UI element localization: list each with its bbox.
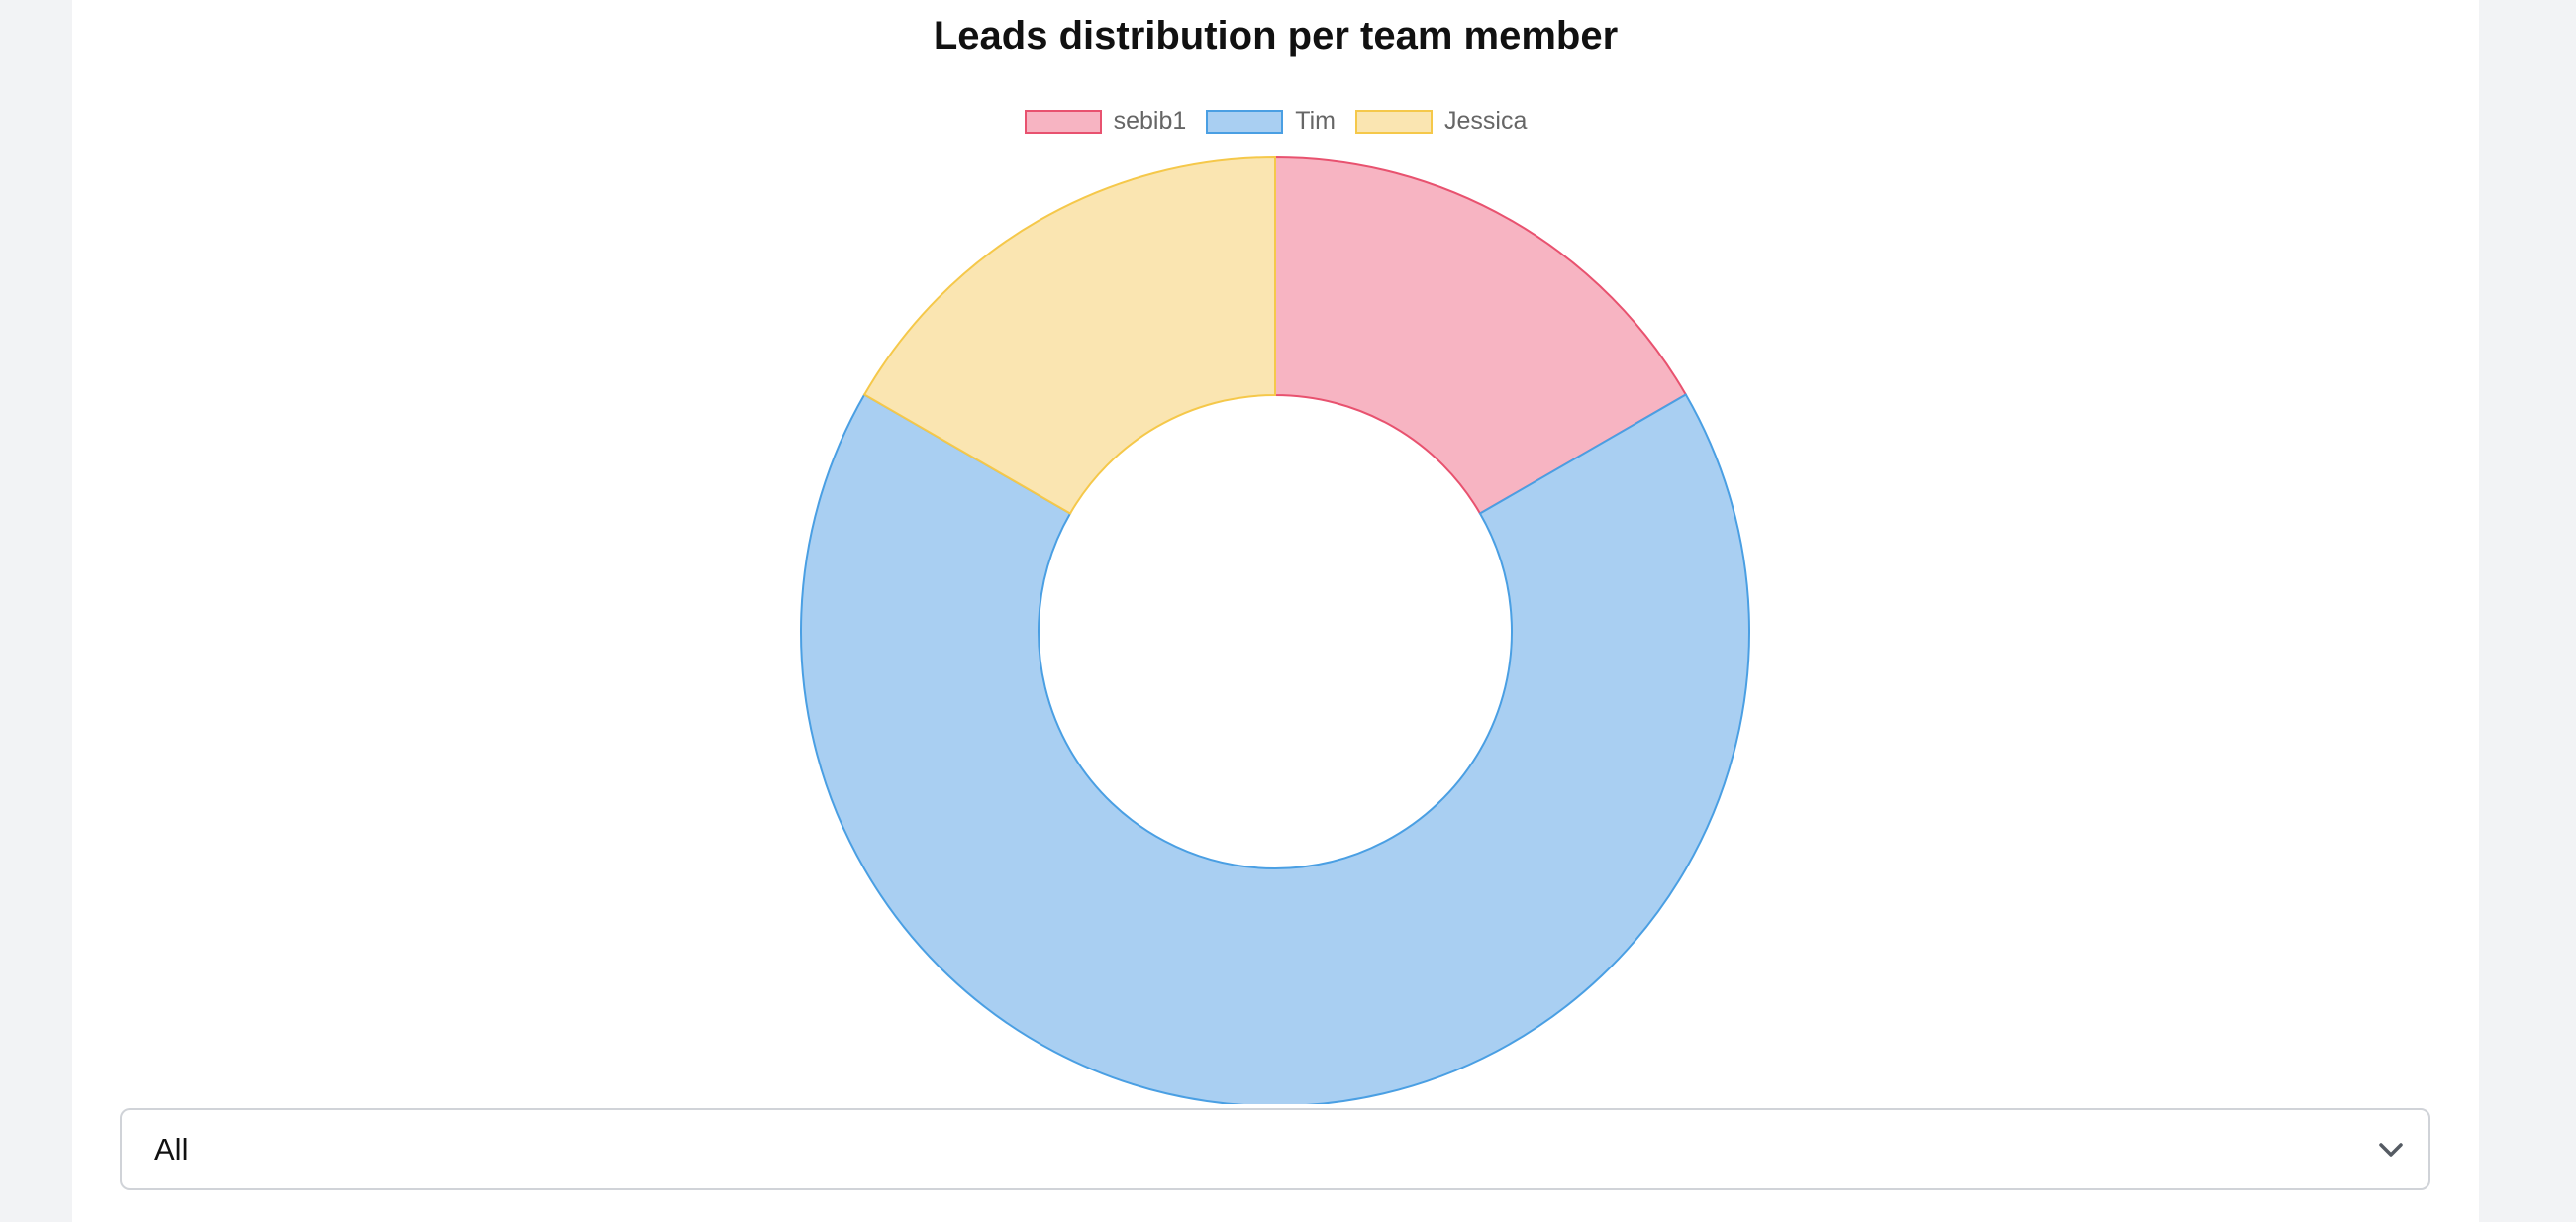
- legend-swatch-tim: [1206, 109, 1284, 134]
- slice-tim[interactable]: [800, 393, 1750, 1105]
- chart-legend: sebib1 Tim Jessica: [72, 107, 2479, 136]
- legend-swatch-jessica: [1355, 109, 1434, 134]
- legend-item-sebib1[interactable]: sebib1: [1024, 107, 1187, 136]
- legend-label-tim: Tim: [1295, 107, 1337, 135]
- legend-swatch-sebib1: [1024, 109, 1102, 134]
- slice-sebib1[interactable]: [1274, 155, 1688, 515]
- legend-item-tim[interactable]: Tim: [1206, 107, 1336, 136]
- slice-jessica[interactable]: [862, 155, 1276, 515]
- team-member-filter-select[interactable]: All: [120, 1108, 2430, 1190]
- select-value: All: [154, 1132, 189, 1167]
- legend-label-sebib1: sebib1: [1113, 107, 1187, 135]
- chart-title: Leads distribution per team member: [933, 14, 1619, 57]
- chart-card: Leads distribution per team member sebib…: [72, 0, 2479, 1222]
- chevron-down-icon: [2379, 1143, 2403, 1157]
- legend-label-jessica: Jessica: [1444, 107, 1528, 135]
- doughnut-chart: [800, 155, 1750, 1105]
- legend-item-jessica[interactable]: Jessica: [1355, 107, 1527, 136]
